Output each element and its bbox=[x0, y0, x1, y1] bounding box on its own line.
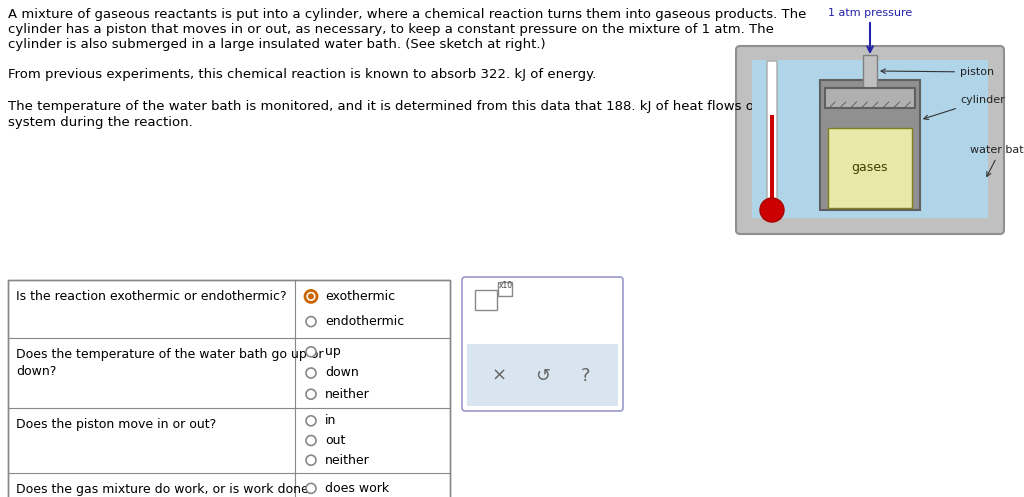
Text: Does the temperature of the water bath go up or
down?: Does the temperature of the water bath g… bbox=[16, 348, 324, 378]
Text: cylinder is also submerged in a large insulated water bath. (See sketch at right: cylinder is also submerged in a large in… bbox=[8, 38, 546, 51]
Text: 1 atm pressure: 1 atm pressure bbox=[827, 8, 912, 18]
Bar bbox=[467, 344, 618, 406]
Circle shape bbox=[306, 389, 316, 399]
Text: From previous experiments, this chemical reaction is known to absorb 322. kJ of : From previous experiments, this chemical… bbox=[8, 68, 596, 81]
Text: neither: neither bbox=[325, 454, 370, 467]
Text: gases: gases bbox=[852, 162, 888, 174]
Circle shape bbox=[306, 455, 316, 465]
Text: down: down bbox=[325, 366, 358, 380]
Text: cylinder has a piston that moves in or out, as necessary, to keep a constant pre: cylinder has a piston that moves in or o… bbox=[8, 23, 774, 36]
Text: piston: piston bbox=[881, 67, 994, 77]
Bar bbox=[863, 55, 877, 88]
Bar bbox=[770, 115, 774, 200]
Bar bbox=[820, 80, 920, 210]
Text: The temperature of the water bath is monitored, and it is determined from this d: The temperature of the water bath is mon… bbox=[8, 100, 811, 113]
Circle shape bbox=[306, 368, 316, 378]
Text: system during the reaction.: system during the reaction. bbox=[8, 116, 193, 129]
Text: Does the piston move in or out?: Does the piston move in or out? bbox=[16, 418, 216, 431]
Text: out: out bbox=[325, 434, 345, 447]
Bar bbox=[825, 88, 915, 108]
Circle shape bbox=[306, 435, 316, 445]
Text: x10: x10 bbox=[499, 281, 513, 290]
Text: endothermic: endothermic bbox=[325, 315, 404, 328]
Bar bbox=[475, 290, 497, 310]
Circle shape bbox=[306, 347, 316, 357]
Text: does work: does work bbox=[325, 482, 389, 495]
Circle shape bbox=[760, 198, 784, 222]
Text: ?: ? bbox=[582, 367, 591, 385]
Circle shape bbox=[306, 416, 316, 426]
Text: Does the gas mixture do work, or is work done
on it?: Does the gas mixture do work, or is work… bbox=[16, 483, 309, 497]
Text: cylinder: cylinder bbox=[924, 95, 1005, 120]
Bar bbox=[8, 280, 450, 497]
Text: water bath: water bath bbox=[970, 145, 1024, 176]
Text: A mixture of gaseous reactants is put into a cylinder, where a chemical reaction: A mixture of gaseous reactants is put in… bbox=[8, 8, 806, 21]
Circle shape bbox=[306, 484, 316, 494]
Circle shape bbox=[305, 290, 317, 302]
Text: ×: × bbox=[492, 367, 507, 385]
Bar bbox=[8, 280, 450, 497]
Circle shape bbox=[306, 317, 316, 327]
Circle shape bbox=[308, 293, 314, 299]
Bar bbox=[752, 60, 988, 218]
Text: neither: neither bbox=[325, 388, 370, 401]
Bar bbox=[498, 282, 512, 296]
Text: in: in bbox=[325, 414, 336, 427]
Text: Is the reaction exothermic or endothermic?: Is the reaction exothermic or endothermi… bbox=[16, 290, 287, 303]
FancyBboxPatch shape bbox=[767, 61, 777, 201]
FancyBboxPatch shape bbox=[462, 277, 623, 411]
Bar bbox=[828, 128, 912, 208]
Text: up: up bbox=[325, 345, 341, 358]
FancyBboxPatch shape bbox=[736, 46, 1004, 234]
Text: exothermic: exothermic bbox=[325, 290, 395, 303]
Text: ↺: ↺ bbox=[535, 367, 550, 385]
